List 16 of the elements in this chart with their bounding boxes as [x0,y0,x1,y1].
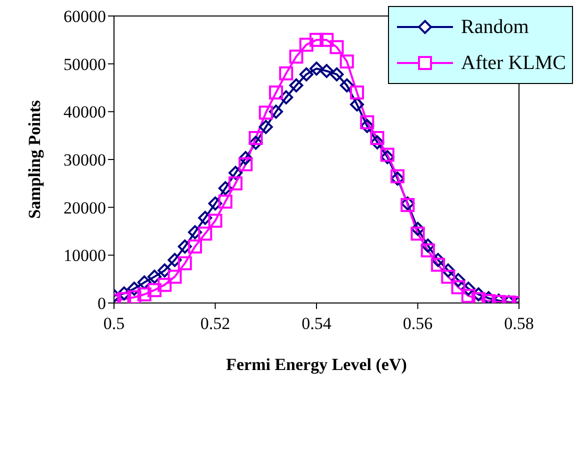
x-tick-label: 0.52 [200,314,230,334]
y-tick-label: 30000 [64,150,106,170]
y-tick-label: 0 [98,294,106,314]
x-tick-label: 0.58 [504,314,534,334]
y-tick-label: 40000 [64,102,106,122]
y-axis-title: Sampling Points [25,100,44,219]
x-tick-label: 0.5 [103,314,125,334]
y-tick-label: 10000 [64,246,106,266]
y-tick-label: 50000 [64,54,106,74]
legend-label: After KLMC [461,52,566,74]
x-tick-label: 0.54 [302,314,332,334]
legend-label: Random [461,16,529,38]
y-tick-label: 20000 [64,198,106,218]
y-tick-label: 60000 [64,7,106,26]
x-tick-label: 0.56 [402,314,433,334]
x-axis-title: Fermi Energy Level (eV) [226,355,407,374]
